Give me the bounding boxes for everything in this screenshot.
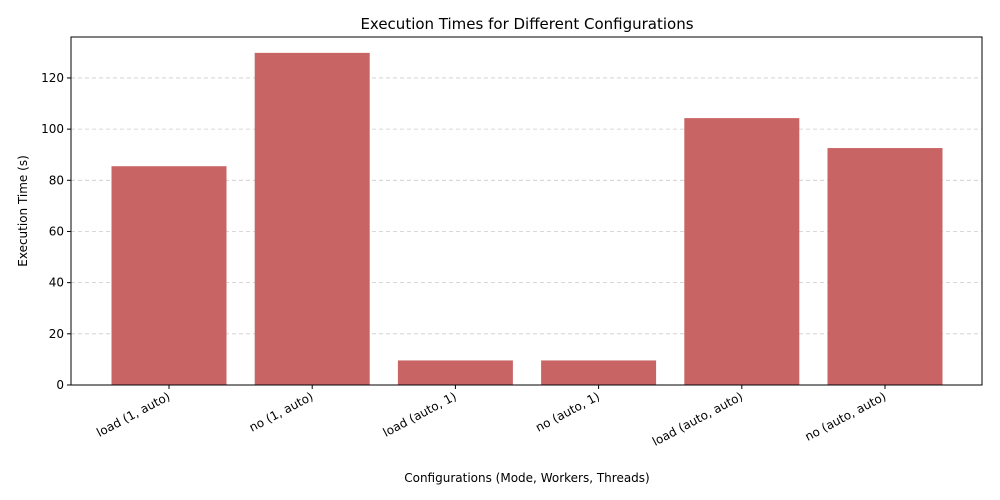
bar-0 (111, 166, 227, 385)
x-axis-ticks: load (1, auto) no (1, auto) load (auto, 1)… (94, 385, 888, 449)
x-tick-label-1: no (1, auto) (247, 389, 316, 434)
y-tick-label-100: 100 (41, 122, 64, 136)
chart-title: Execution Times for Different Configurat… (360, 15, 693, 33)
bar-3 (541, 360, 657, 385)
bar-4 (684, 118, 800, 385)
x-tick-label-2: load (auto, 1) (381, 389, 459, 439)
y-tick-label-80: 80 (49, 173, 64, 187)
x-tick-label-5: no (auto, auto) (803, 389, 889, 444)
bar-2 (397, 360, 513, 385)
x-tick-label-4: load (auto, auto) (650, 389, 745, 449)
y-tick-label-40: 40 (49, 276, 64, 290)
bar-5 (827, 148, 943, 385)
x-axis-label: Configurations (Mode, Workers, Threads) (404, 471, 650, 485)
y-axis-label: Execution Time (s) (16, 155, 30, 267)
y-tick-label-20: 20 (49, 327, 64, 341)
plot-frame (70, 36, 983, 386)
y-tick-label-60: 60 (49, 224, 64, 238)
bar-1 (254, 52, 370, 385)
y-tick-label-120: 120 (41, 71, 64, 85)
y-tick-label-0: 0 (56, 378, 64, 392)
bars (111, 52, 943, 385)
x-tick-label-0: load (1, auto) (94, 389, 172, 439)
y-axis-ticks: 0 20 40 60 80 100 120 (41, 71, 71, 392)
x-tick-label-3: no (auto, 1) (533, 389, 602, 434)
